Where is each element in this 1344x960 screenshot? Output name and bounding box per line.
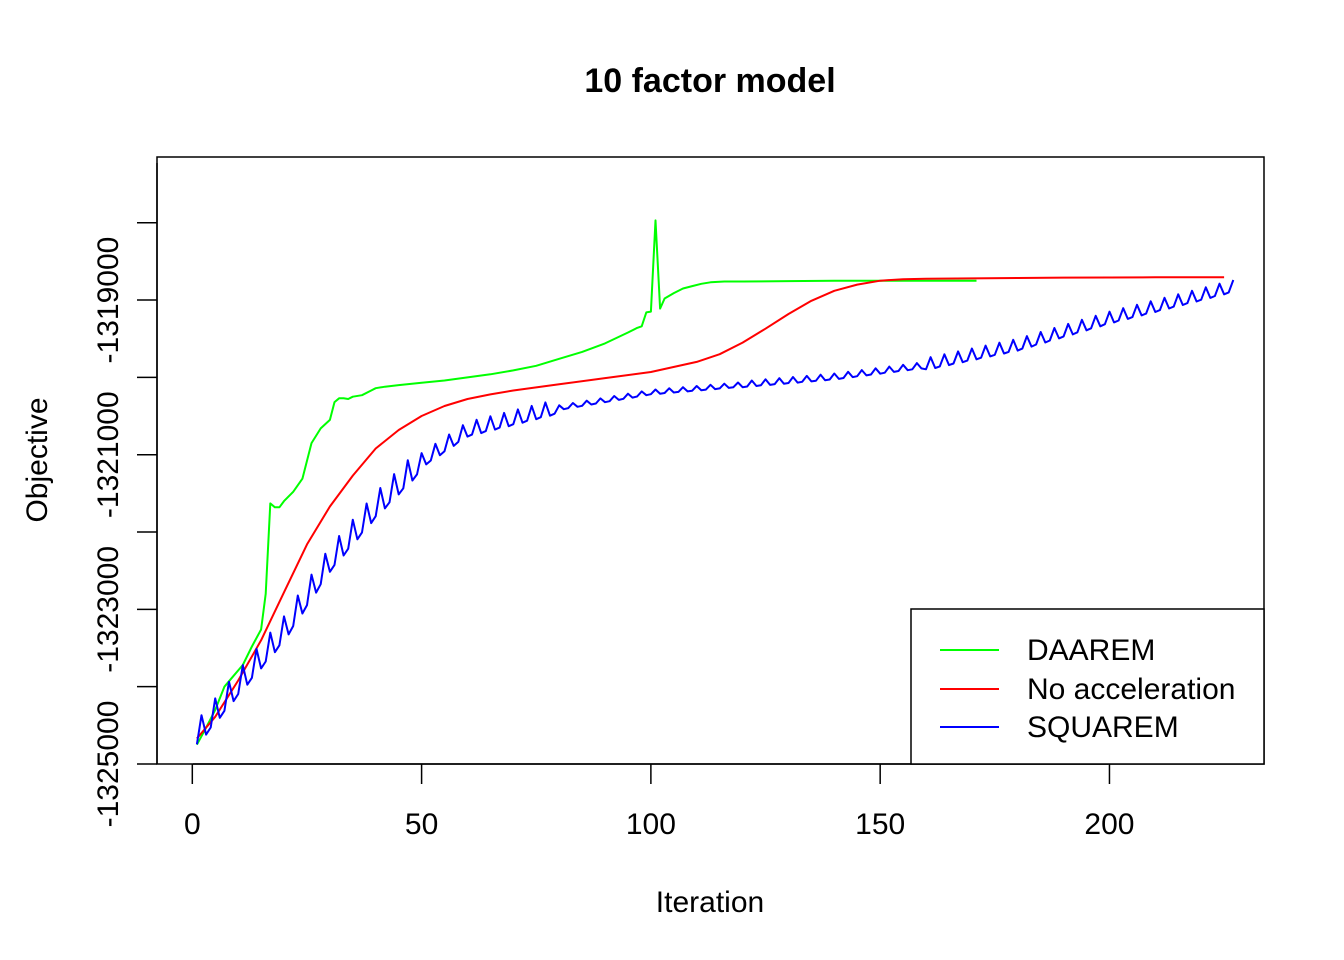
series-line-daarem — [196, 219, 977, 746]
x-tick-label: 150 — [855, 808, 905, 841]
y-tick-label: -1321000 — [92, 391, 125, 518]
x-axis-ticks: 0 50 100 150 200 — [184, 764, 1134, 841]
y-tick-label: -1319000 — [92, 237, 125, 364]
legend-box — [910, 608, 1265, 765]
x-axis-label: Iteration — [656, 886, 764, 919]
series-layer — [195, 219, 1235, 746]
x-tick-label: 100 — [626, 808, 676, 841]
legend: DAAREM No acceleration SQUAREM — [910, 608, 1265, 765]
x-tick-label: 200 — [1084, 808, 1134, 841]
series-line-squarem — [195, 279, 1235, 745]
series-line-no-acceleration — [196, 276, 1225, 740]
y-axis-label: Objective — [21, 397, 54, 522]
legend-label-daarem: DAAREM — [1027, 634, 1155, 667]
chart-title: 10 factor model — [584, 62, 835, 100]
y-tick-label: -1325000 — [92, 701, 125, 828]
y-tick-label: -1323000 — [92, 546, 125, 673]
x-tick-label: 50 — [405, 808, 438, 841]
legend-label-no-acceleration: No acceleration — [1027, 673, 1235, 706]
y-axis-ticks: -1325000 -1323000 -1321000 -1319000 — [92, 221, 157, 828]
x-tick-label: 0 — [184, 808, 201, 841]
legend-label-squarem: SQUAREM — [1027, 711, 1179, 744]
